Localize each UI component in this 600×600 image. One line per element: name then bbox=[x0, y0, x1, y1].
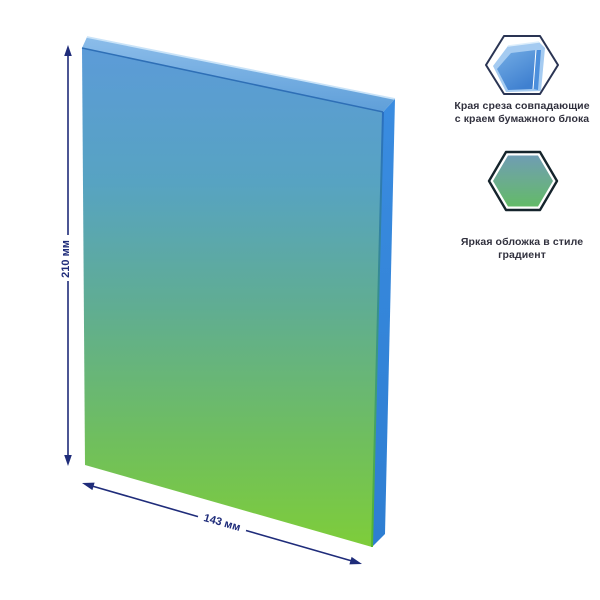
notepad-top-highlight bbox=[86, 36, 396, 100]
feature-1-caption-line1: Края среза совпадающие bbox=[454, 100, 590, 112]
feature-2-caption-line2: градиент bbox=[498, 249, 546, 261]
arrow-down-icon bbox=[64, 455, 72, 466]
feature-1-hexagon bbox=[485, 35, 559, 95]
feature-2-caption: Яркая обложка в стиле градиент bbox=[432, 236, 600, 262]
gradient-cover-hexagon-icon bbox=[493, 155, 553, 207]
arrow-left-icon bbox=[82, 482, 95, 491]
feature-1-caption-line2: с краем бумажного блока bbox=[454, 113, 590, 125]
notepad-side-edge bbox=[372, 99, 395, 547]
icon-top-highlight bbox=[507, 41, 540, 47]
notepad-top-edge bbox=[82, 37, 395, 112]
notepad-cover-side-seam bbox=[371, 111, 384, 548]
width-dimension-line-left bbox=[91, 485, 199, 518]
height-dimension-label: 210 мм bbox=[60, 240, 72, 278]
feature-1-caption: Края среза совпадающие с краем бумажного… bbox=[432, 100, 600, 126]
icon-side-face bbox=[533, 50, 541, 90]
notepad-front-cover bbox=[82, 48, 383, 547]
icon-edge-seam bbox=[532, 49, 537, 90]
width-dimension-label: 143 мм bbox=[202, 512, 242, 534]
cut-edge-corner-icon bbox=[493, 41, 545, 92]
feature-2-hexagon bbox=[487, 150, 559, 212]
width-dimension-line-right bbox=[245, 529, 353, 562]
notepad bbox=[81, 36, 396, 548]
feature-2-caption-line1: Яркая обложка в стиле bbox=[460, 236, 584, 248]
arrow-right-icon bbox=[349, 556, 362, 565]
icon-front-face bbox=[497, 50, 536, 90]
arrow-up-icon bbox=[64, 45, 72, 56]
notepad-cover-top-seam bbox=[81, 47, 384, 113]
height-dimension: 210 мм bbox=[60, 45, 72, 466]
